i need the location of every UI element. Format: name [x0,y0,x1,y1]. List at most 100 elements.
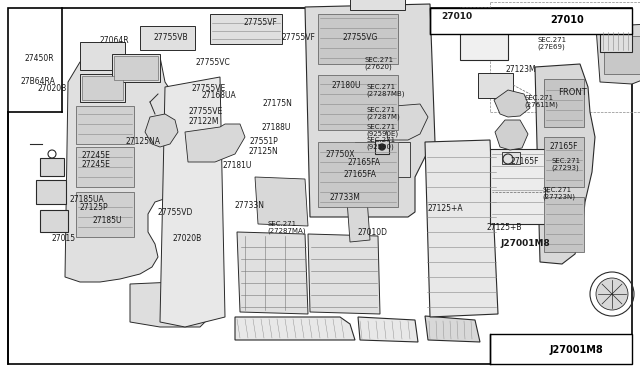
Text: 27015: 27015 [51,234,76,243]
Polygon shape [425,140,498,317]
Text: 27755VG: 27755VG [342,33,378,42]
Text: SEC.271
(27723N): SEC.271 (27723N) [543,187,576,200]
Text: 27125N: 27125N [248,147,278,155]
Text: SEC.271
(27611M): SEC.271 (27611M) [525,95,559,108]
Polygon shape [425,316,480,342]
Text: 27010D: 27010D [357,228,387,237]
Polygon shape [535,64,595,264]
Text: SEC.271
(27287MA): SEC.271 (27287MA) [268,221,306,234]
Bar [490,149,545,224]
Text: 27064R: 27064R [99,36,129,45]
Text: 27755VE
27122M: 27755VE 27122M [189,108,223,126]
Text: 27123M: 27123M [506,65,536,74]
Bar [80,74,125,102]
Bar [462,24,480,34]
Text: 27125+B: 27125+B [486,223,522,232]
Polygon shape [345,170,370,242]
Polygon shape [130,282,215,327]
Polygon shape [255,177,308,226]
Polygon shape [145,114,178,147]
Text: 27185UA: 27185UA [69,195,104,204]
Text: SEC.271
(27E69): SEC.271 (27E69) [538,38,567,50]
Text: 27450R: 27450R [24,54,54,63]
Text: J27001M8: J27001M8 [500,239,550,248]
Bar [600,30,632,52]
Polygon shape [235,317,355,340]
Text: SEC.271
(27293): SEC.271 (27293) [552,158,581,171]
Text: 27245E: 27245E [81,151,110,160]
Bar [82,76,123,100]
Text: J27001M8: J27001M8 [550,345,604,355]
Text: 27755VE: 27755VE [192,84,227,93]
Polygon shape [495,120,528,150]
Text: 27125+A: 27125+A [428,204,463,213]
Text: 27755VB: 27755VB [154,33,188,42]
Text: 27185U: 27185U [93,216,122,225]
Text: 27020B: 27020B [37,84,67,93]
Bar [112,54,160,82]
Text: 27125NA: 27125NA [125,137,161,146]
Text: 27188U: 27188U [261,123,291,132]
Text: 27551P: 27551P [250,137,278,146]
Text: 27125P: 27125P [79,203,108,212]
Text: SEC.271
(92590): SEC.271 (92590) [366,137,396,150]
Bar [430,8,632,34]
Bar [140,26,195,50]
Bar [40,210,68,232]
Bar [490,334,632,364]
Bar [76,106,134,144]
Bar [604,36,640,74]
Bar [318,75,398,130]
Text: 27180U: 27180U [332,81,361,90]
Bar [210,14,282,44]
Bar [80,42,125,70]
Bar [114,56,158,80]
Polygon shape [160,77,225,327]
Text: 27165FA: 27165FA [344,170,377,179]
Bar [355,142,410,177]
Polygon shape [308,234,380,314]
Text: 27010: 27010 [550,15,584,25]
Polygon shape [596,24,640,84]
Text: 27245E: 27245E [81,160,110,169]
Bar [502,152,520,164]
Polygon shape [358,317,418,342]
Bar [544,79,584,127]
Bar [350,0,405,10]
Text: 27733N: 27733N [234,201,264,210]
Text: 27165F: 27165F [549,142,578,151]
Bar [544,137,584,187]
Text: 27755VF: 27755VF [243,18,277,27]
Bar [40,158,64,176]
Bar [318,14,398,64]
Bar [544,197,584,252]
Bar [36,180,66,204]
Circle shape [596,278,628,310]
Text: SEC.271
(92590E): SEC.271 (92590E) [366,125,398,137]
Text: 27755VF: 27755VF [282,33,316,42]
Text: 27181U: 27181U [223,161,252,170]
Circle shape [379,144,385,150]
Text: FRONT: FRONT [558,88,587,97]
Text: 27B64RA: 27B64RA [20,77,55,86]
Polygon shape [237,232,308,314]
Polygon shape [65,57,180,282]
Text: 27755VD: 27755VD [157,208,193,217]
Text: 27165F: 27165F [511,157,540,166]
Text: SEC.271
(27287MB): SEC.271 (27287MB) [366,84,404,97]
Text: 27175N: 27175N [262,99,292,108]
Bar [478,73,513,98]
Bar [460,22,508,60]
Text: 27733M: 27733M [330,193,360,202]
Bar [318,142,398,207]
Text: 27168UA: 27168UA [202,92,236,100]
Polygon shape [382,104,428,140]
Bar [76,192,134,237]
Text: 27165FA: 27165FA [348,158,381,167]
Polygon shape [305,4,435,217]
Text: 27750X: 27750X [325,150,355,159]
Text: 27020B: 27020B [173,234,202,243]
Text: 27010: 27010 [442,12,473,21]
Text: SEC.271
(27620): SEC.271 (27620) [365,57,394,70]
Text: 27755VC: 27755VC [195,58,230,67]
